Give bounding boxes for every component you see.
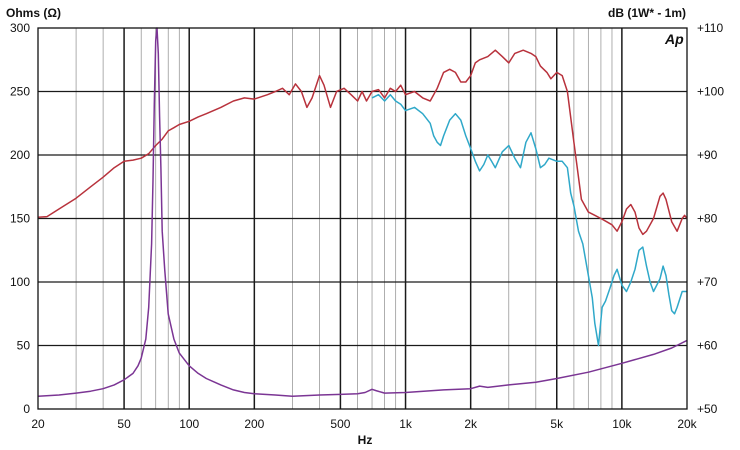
y-left-tick-label: 300	[10, 21, 30, 35]
x-tick-label: 20	[31, 417, 45, 431]
tick-layer: 20 50 100 200 500 1k 2k 5k 10k 20k 0 50 100 150 200 250…	[10, 21, 724, 431]
x-tick-label: 20k	[677, 417, 697, 431]
y-left-tick-label: 0	[23, 402, 30, 416]
x-tick-label: 5k	[550, 417, 564, 431]
y-right-tick-label: +60	[697, 339, 718, 353]
y-left-tick-label: 150	[10, 212, 30, 226]
y-right-tick-label: +110	[697, 21, 723, 35]
x-tick-label: 10k	[612, 417, 632, 431]
y-left-tick-label: 250	[10, 85, 30, 99]
y-left-tick-label: 200	[10, 148, 30, 162]
ap-logo-icon: Ap	[664, 31, 684, 47]
y-right-tick-label: +70	[697, 275, 718, 289]
grid-layer	[38, 28, 687, 409]
x-tick-label: 500	[330, 417, 350, 431]
y-right-tick-label: +50	[697, 402, 718, 416]
right-axis-title: dB (1W* - 1m)	[608, 6, 686, 20]
left-axis-title: Ohms (Ω)	[6, 6, 61, 20]
y-left-tick-label: 100	[10, 275, 30, 289]
series-line-1	[371, 93, 687, 347]
x-tick-label: 1k	[399, 417, 413, 431]
y-right-tick-label: +100	[697, 85, 724, 99]
x-tick-label: 50	[117, 417, 131, 431]
x-tick-label: 200	[244, 417, 264, 431]
frame-layer	[37, 27, 688, 410]
y-right-tick-label: +90	[697, 148, 718, 162]
series-line-2	[37, 27, 688, 398]
plot-frame	[37, 27, 688, 410]
series-layer	[37, 27, 688, 398]
series-line-0	[37, 49, 688, 236]
y-right-tick-label: +80	[697, 212, 718, 226]
x-tick-label: 100	[179, 417, 199, 431]
y-left-tick-label: 50	[17, 339, 31, 353]
x-tick-label: 2k	[464, 417, 478, 431]
x-axis-title: Hz	[358, 433, 373, 447]
